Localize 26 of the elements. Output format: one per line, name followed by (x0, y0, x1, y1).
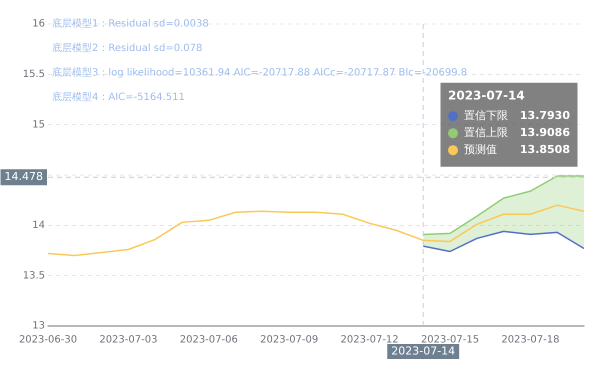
legend-label: 置信下限 (464, 109, 508, 122)
annotation: 13.7930 (520, 109, 570, 122)
text: 2023-07-14 (391, 344, 456, 358)
y-tick-label: 13.5 (22, 270, 45, 282)
x-tick-label: 2023-07-15 (420, 334, 480, 346)
annotation: 底层模型2：Residual sd=0.078 (52, 42, 202, 54)
y-tick-label: 16 (32, 18, 45, 30)
y-tick-label: 14 (32, 220, 45, 231)
y-tick-label: 15 (32, 119, 45, 130)
annotation: 底层模型3：log likelihood=10361.94 AIC=-20717.88 AICc=-20717.87 BIc=-20699.8 (52, 66, 468, 79)
x-tick-label: 2023-07-12 (340, 334, 399, 346)
x-tick-label: 2023-07-06 (180, 334, 238, 346)
ref-line-label: 2023-07-14 (448, 88, 525, 102)
x-tick-label: 2023-07-03 (99, 334, 158, 346)
annotation: 底层模型1：Residual sd=0.0038 (52, 18, 209, 30)
annotation: 13.9086 (520, 126, 570, 140)
annotation: 底层模型4：AIC=-5164.511 (52, 91, 185, 104)
x-tick-label: 2023-07-09 (260, 334, 318, 346)
x-tick-label: 2023-07-18 (501, 334, 560, 346)
legend-label: 置信上限 (464, 126, 508, 140)
y-tick-label: 15.5 (22, 68, 45, 80)
ref-line-label: 14.478 (4, 170, 44, 184)
annotation: 13.8508 (520, 143, 570, 156)
y-tick-label: 13 (32, 320, 45, 332)
legend-label: 预测值 (464, 143, 497, 156)
x-tick-label: 2023-06-30 (18, 334, 78, 346)
